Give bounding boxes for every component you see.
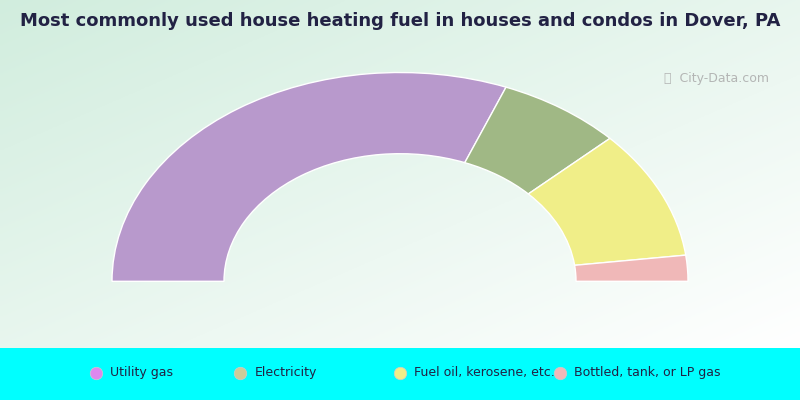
Text: Most commonly used house heating fuel in houses and condos in Dover, PA: Most commonly used house heating fuel in… [20, 12, 780, 30]
Text: Bottled, tank, or LP gas: Bottled, tank, or LP gas [574, 366, 721, 380]
Wedge shape [528, 138, 686, 265]
Text: Electricity: Electricity [254, 366, 317, 380]
Wedge shape [465, 87, 610, 194]
Text: Fuel oil, kerosene, etc.: Fuel oil, kerosene, etc. [414, 366, 555, 380]
Wedge shape [112, 72, 506, 281]
Text: ⓘ  City-Data.com: ⓘ City-Data.com [664, 72, 769, 85]
Wedge shape [574, 255, 688, 281]
Text: Utility gas: Utility gas [110, 366, 174, 380]
